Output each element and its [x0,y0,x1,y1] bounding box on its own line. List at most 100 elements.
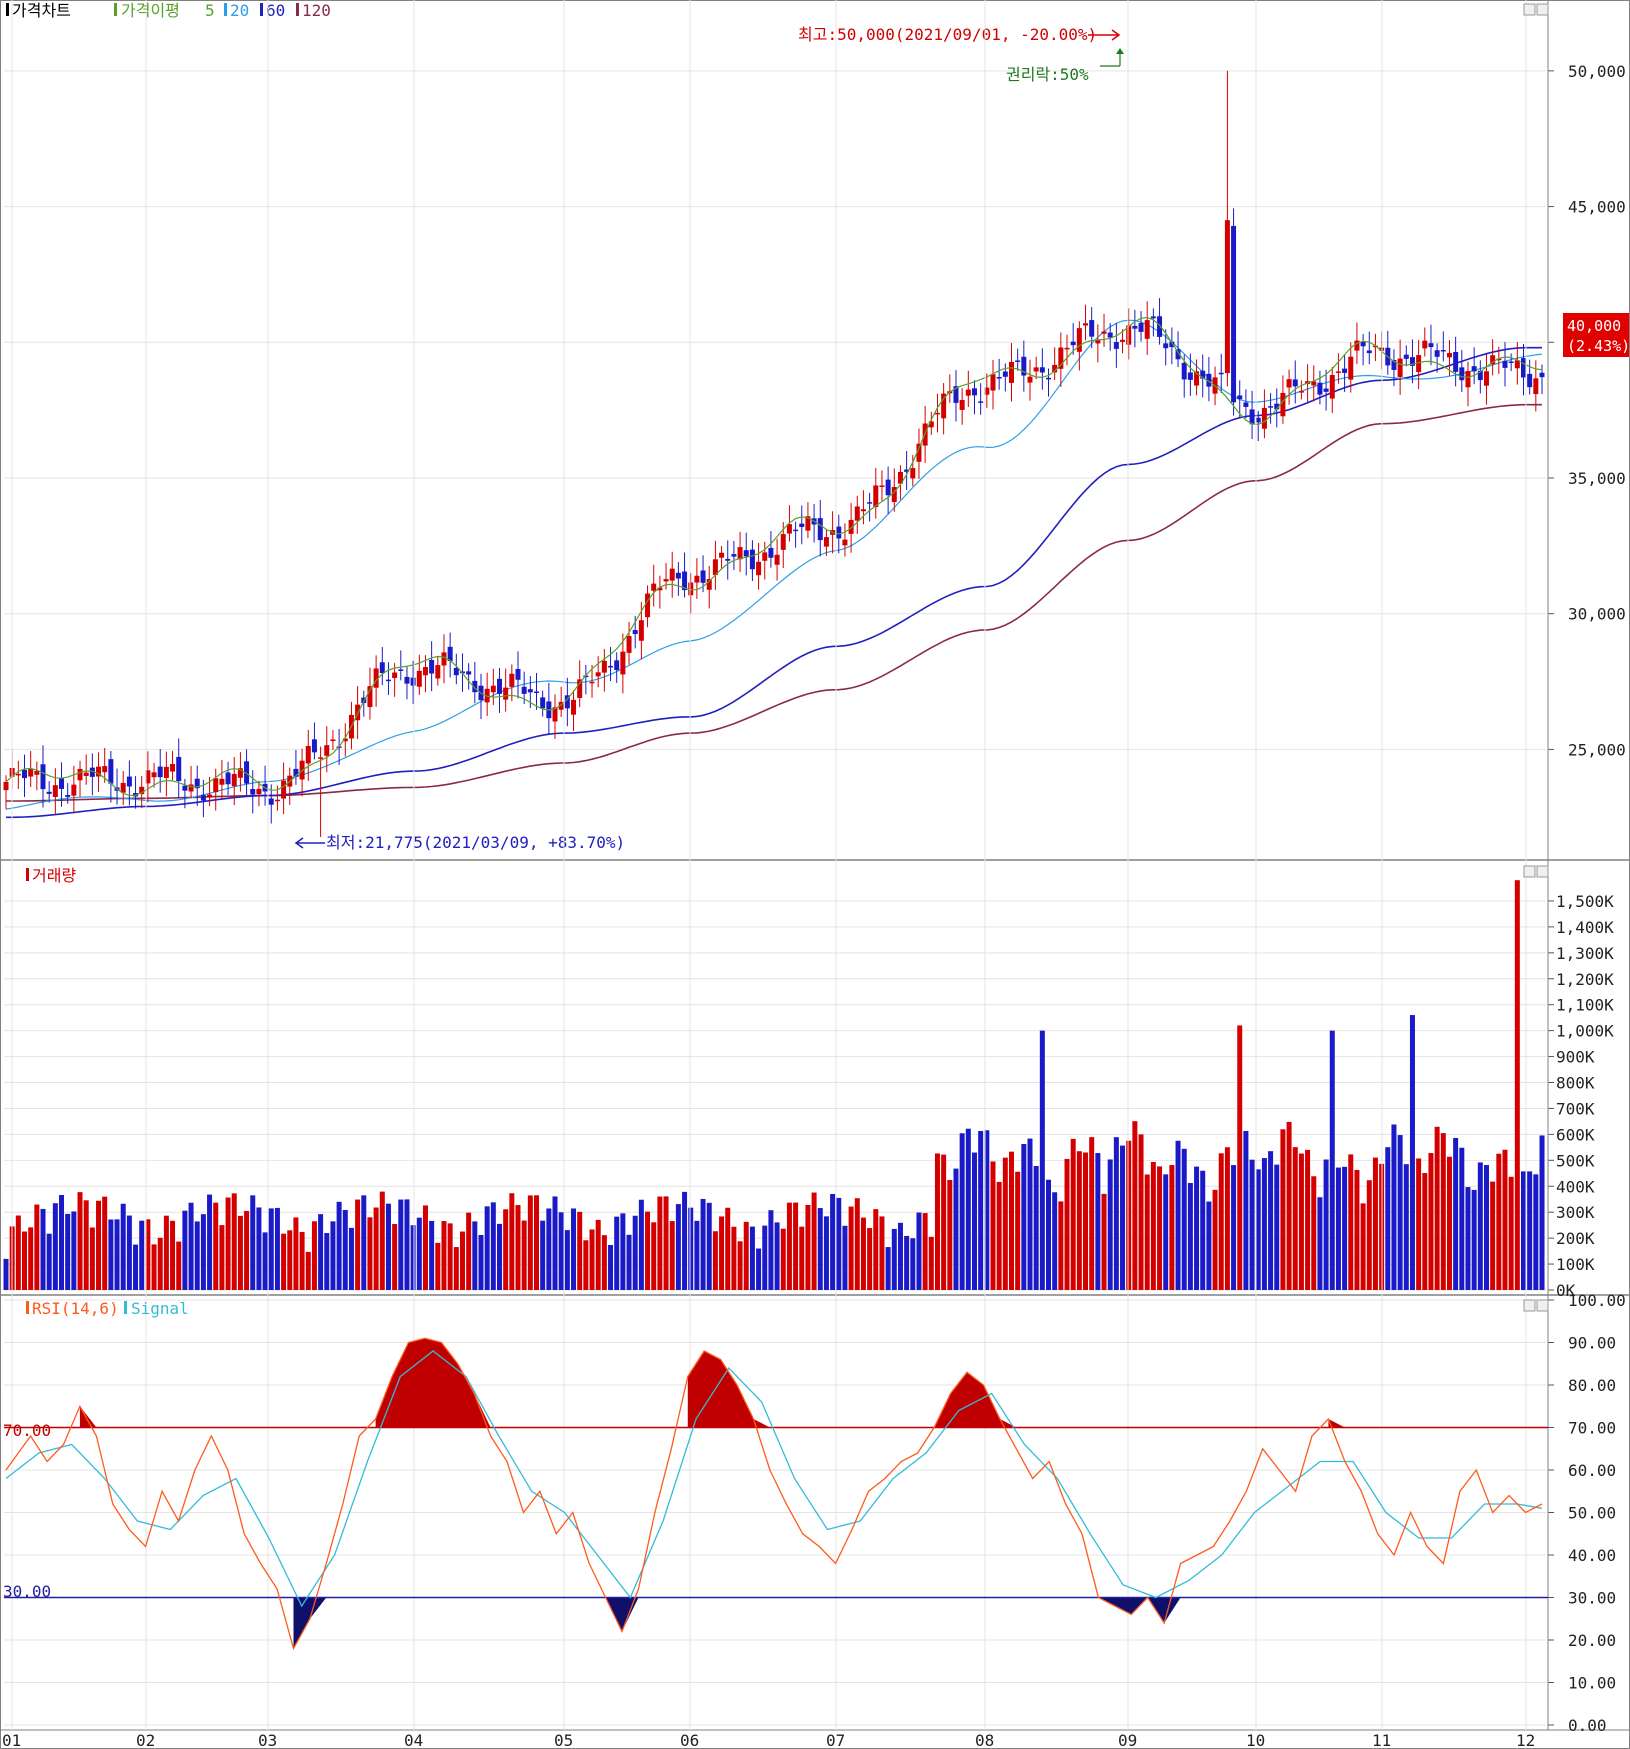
x-tick-label: 08 [975,1731,994,1749]
volume-bar [663,1196,669,1290]
volume-bar [1335,1167,1341,1290]
rsi-line [5,1337,1543,1651]
candle-body [274,799,280,802]
volume-bar [287,1230,293,1290]
volume-bar [151,1244,157,1290]
candle-body [1138,323,1144,332]
candle-body [910,468,916,479]
volume-bar [509,1193,515,1290]
rights-arrow-head [1116,48,1124,54]
candle-body [786,524,792,534]
volume-bar [441,1221,447,1290]
volume-bar [1138,1134,1144,1290]
candle-body [429,659,435,674]
candle-body [1027,376,1033,383]
volume-bar [330,1221,336,1290]
candle-body [891,486,897,503]
volume-bar [120,1203,126,1290]
candle-body [1477,370,1483,381]
volume-bar [299,1231,305,1290]
candle-body [244,761,250,784]
high-annotation: 최고:50,000(2021/09/01, -20.00%) [798,25,1121,44]
candle-body [102,766,108,773]
volume-bar [1465,1187,1471,1290]
y-tick-label: 0K [1556,1281,1576,1300]
legend-marker [26,868,29,881]
candle-body [145,770,151,784]
volume-bar [527,1195,533,1290]
candle-body [873,485,879,508]
volume-bar [459,1231,465,1290]
panel-minimize-button[interactable] [1523,1299,1536,1312]
candle-body [89,767,95,777]
candle-body [3,782,9,791]
volume-bar [1008,1151,1014,1290]
candle-body [163,766,169,778]
volume-bar [65,1213,71,1290]
volume-bar [1083,1152,1089,1290]
candle-body [1416,355,1422,373]
candle-body [706,579,712,590]
volume-bar [145,1219,151,1290]
candle-body [1261,407,1267,429]
candle-body [1015,360,1021,362]
volume-bar [1440,1133,1446,1290]
volume-bar [1015,1171,1021,1290]
volume-bar [503,1209,509,1290]
panel-minimize-button[interactable] [1523,3,1536,16]
panel-minimize-button[interactable] [1523,865,1536,878]
candle-body [756,561,762,576]
volume-bar [200,1214,206,1290]
low-arrow-head [294,837,304,849]
legend-ma5: 5 [205,1,215,20]
y-tick-label: 35,000 [1568,469,1626,488]
candle-body [601,660,607,673]
volume-bar [756,1248,762,1290]
volume-bar [484,1206,490,1290]
volume-bar [244,1210,250,1290]
volume-bar [1508,1176,1514,1290]
candle-body [404,676,410,684]
volume-bar [885,1247,891,1290]
y-tick-label: 50,000 [1568,62,1626,81]
y-tick-label: 30.00 [1568,1589,1616,1608]
candle-body [200,795,206,801]
candle-body [1397,358,1403,377]
volume-bar [521,1220,527,1290]
price-legend: 가격차트 가격이평 5 20 60 120 [6,1,331,20]
volume-bar [873,1209,879,1290]
candle-body [435,665,441,679]
candle-body [1440,349,1446,352]
volume-bar [1354,1169,1360,1290]
volume-bar [1342,1166,1348,1290]
volume-bar [219,1225,225,1290]
volume-bar [139,1220,145,1290]
volume-bar [1002,1157,1008,1290]
candle-body [83,772,89,776]
volume-bars [3,880,1545,1290]
volume-bar [59,1194,65,1290]
candle-body [1120,339,1126,342]
volume-bar [534,1195,540,1290]
candle-body [959,399,965,410]
ma5-line [5,316,1543,797]
volume-bar [645,1211,651,1290]
x-tick-label: 02 [136,1731,155,1749]
volume-bar [675,1204,681,1290]
panel-close-button[interactable] [1536,865,1549,878]
volume-bar [1095,1153,1101,1290]
volume-bar [1243,1130,1249,1290]
candle-body [632,630,638,635]
candle-body [355,704,361,721]
candle-body [1194,371,1200,386]
volume-bar [1348,1154,1354,1290]
candle-body [305,745,311,764]
panel-close-button[interactable] [1536,1299,1549,1312]
panel-close-button[interactable] [1536,3,1549,16]
volume-bar [1132,1121,1138,1290]
candle-body [675,572,681,579]
candle-body [385,679,391,682]
volume-bar [1033,1165,1039,1290]
volume-bar [22,1231,28,1290]
